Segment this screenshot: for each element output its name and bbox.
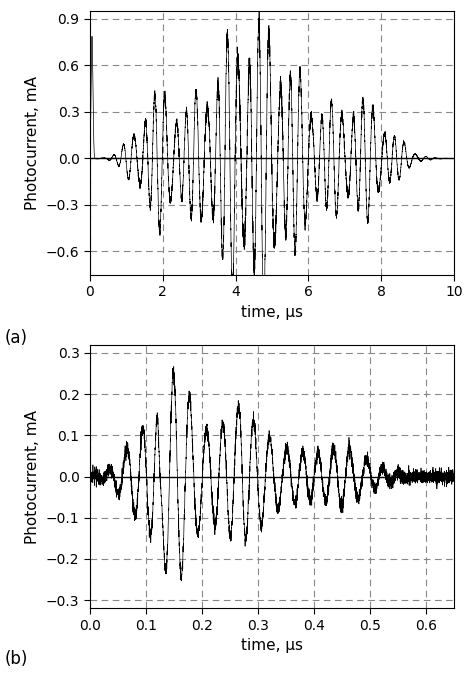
Text: (a): (a) [5, 329, 28, 347]
Y-axis label: Photocurrent, mA: Photocurrent, mA [25, 76, 40, 210]
Text: (b): (b) [5, 650, 28, 668]
X-axis label: time, μs: time, μs [241, 638, 303, 654]
Y-axis label: Photocurrent, mA: Photocurrent, mA [25, 410, 40, 544]
X-axis label: time, μs: time, μs [241, 304, 303, 320]
